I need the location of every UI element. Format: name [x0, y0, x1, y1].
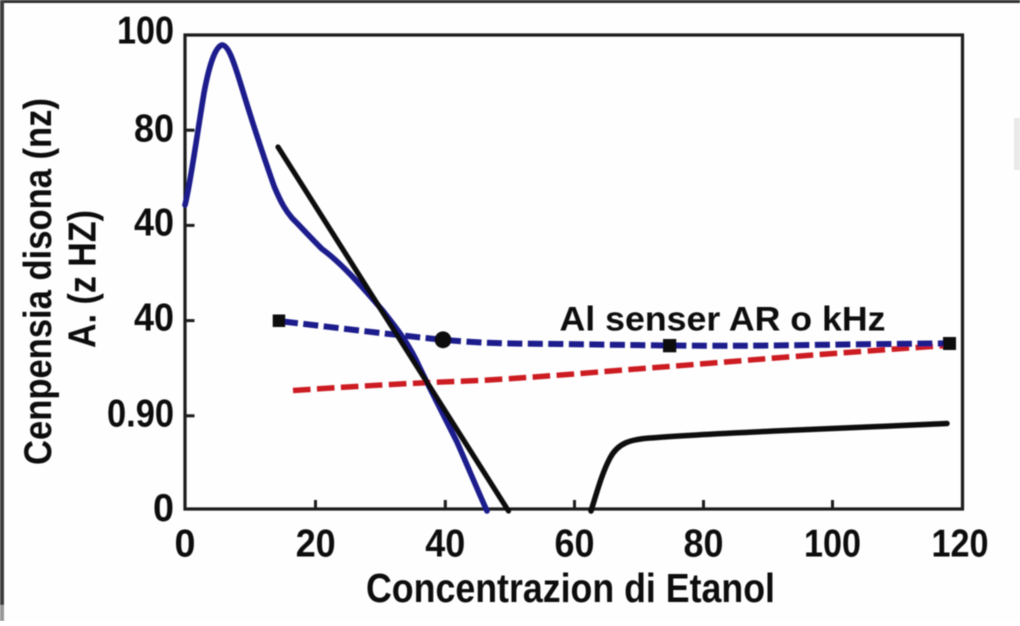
svg-text:20: 20 [296, 523, 336, 566]
svg-text:40: 40 [134, 202, 174, 245]
svg-text:A. (z HZ): A. (z HZ) [62, 210, 105, 348]
svg-text:40: 40 [425, 523, 465, 566]
svg-text:120: 120 [932, 523, 989, 566]
svg-text:100: 100 [804, 523, 861, 566]
svg-text:Concentrazion di Etanol: Concentrazion di Etanol [366, 565, 775, 611]
svg-text:0.90: 0.90 [107, 393, 174, 436]
svg-text:Al senser AR o kHz: Al senser AR o kHz [560, 301, 886, 339]
svg-text:60: 60 [555, 523, 595, 566]
svg-text:0: 0 [175, 523, 196, 566]
svg-text:Cenpensia disona (nz): Cenpensia disona (nz) [17, 98, 60, 465]
svg-text:0: 0 [153, 487, 174, 530]
svg-text:80: 80 [684, 523, 724, 566]
svg-text:80: 80 [134, 108, 174, 151]
svg-text:100: 100 [117, 10, 174, 53]
svg-text:40: 40 [134, 297, 174, 340]
